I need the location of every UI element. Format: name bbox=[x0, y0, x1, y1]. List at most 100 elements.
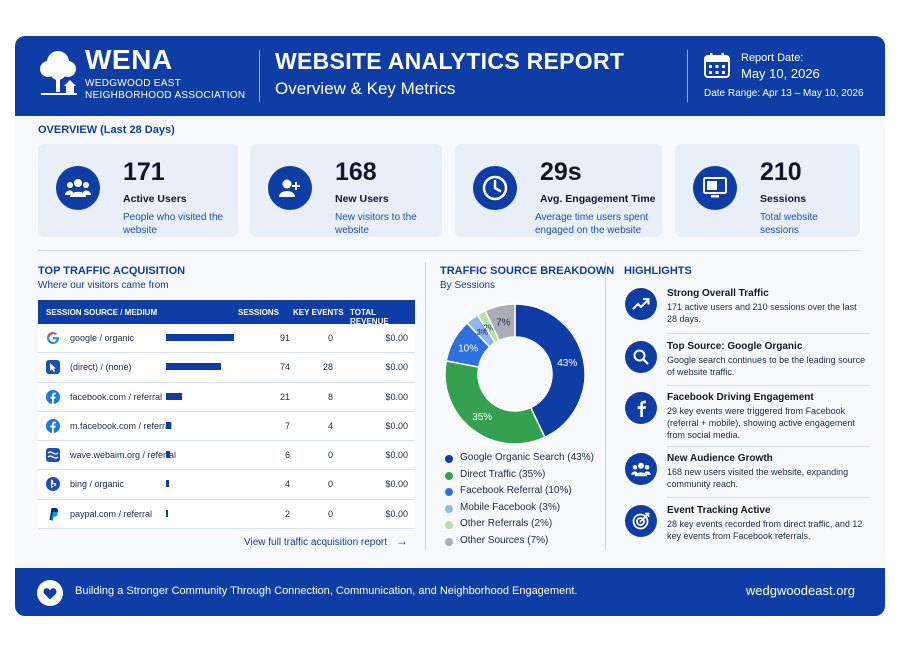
facebook-icon bbox=[46, 389, 60, 404]
date-range: Date Range: Apr 13 – May 10, 2026 bbox=[704, 88, 864, 99]
users-icon bbox=[56, 166, 100, 210]
sessions-value: 2 bbox=[284, 508, 290, 519]
column-header: KEY EVENTS bbox=[293, 308, 344, 317]
source-name: bing / organic bbox=[70, 479, 125, 490]
add-user-icon bbox=[268, 166, 312, 210]
sessions-value: 6 bbox=[284, 450, 290, 461]
sessions-bar bbox=[166, 451, 171, 459]
highlight-description: 168 new users visited the website, expan… bbox=[667, 467, 849, 489]
table-header: SESSION SOURCE / MEDIUM SESSIONS KEY EVE… bbox=[38, 300, 415, 326]
view-report-link-label: View full traffic acquisition report bbox=[244, 537, 388, 548]
source-name: wave.webaim.org / referral bbox=[70, 450, 177, 461]
highlight-description: Google search continues to be the leadin… bbox=[667, 355, 866, 377]
key-events-value: 0 bbox=[327, 333, 333, 343]
search-icon bbox=[625, 341, 657, 373]
paypal-icon bbox=[49, 507, 58, 521]
legend-item: Facebook Referral (10%) bbox=[445, 485, 594, 502]
legend-swatch bbox=[445, 521, 453, 529]
chart-legend: Google Organic Search (43%) Direct Traffi… bbox=[445, 452, 594, 551]
report-date: May 10, 2026 bbox=[741, 66, 820, 81]
highlight-divider bbox=[667, 333, 870, 334]
key-events-value: 0 bbox=[327, 450, 333, 461]
website-link[interactable]: wedgwoodeast.org bbox=[745, 583, 855, 598]
highlight-divider bbox=[667, 497, 870, 498]
legend-label: Other Referrals (2%) bbox=[460, 518, 553, 529]
users-icon bbox=[625, 453, 657, 485]
highlight-item: New Audience Growth 168 new users visite… bbox=[625, 453, 870, 493]
clock-icon bbox=[473, 166, 517, 210]
column-header: SESSION SOURCE / MEDIUM bbox=[46, 308, 158, 317]
metric-value: 171 bbox=[123, 158, 165, 186]
header-bar: WENA WEDGWOOD EAST NEIGHBORHOOD ASSOCIAT… bbox=[15, 36, 885, 116]
donut-slice bbox=[484, 303, 516, 342]
revenue-value: $0.00 bbox=[385, 391, 408, 402]
slice-label: 10% bbox=[458, 344, 478, 355]
cursor-icon bbox=[46, 360, 60, 375]
facebook-icon bbox=[46, 418, 60, 433]
highlight-item: Event Tracking Active 28 key events reco… bbox=[625, 505, 870, 545]
header-divider bbox=[687, 50, 688, 102]
brand-sub-line1: WEDGWOOD EAST bbox=[85, 78, 182, 89]
slice-label: 3% bbox=[476, 328, 488, 337]
sessions-bar bbox=[166, 509, 168, 517]
revenue-value: $0.00 bbox=[385, 479, 408, 490]
source-name: facebook.com / referral bbox=[70, 391, 163, 402]
key-events-value: 4 bbox=[327, 420, 333, 431]
table-row: (direct) / (none) 74 28 $0.00 bbox=[38, 353, 415, 383]
legend-item: Mobile Facebook (3%) bbox=[445, 502, 594, 519]
metric-description: People who visited the website bbox=[123, 212, 224, 236]
report-title: WEBSITE ANALYTICS REPORT bbox=[275, 48, 625, 74]
highlight-title: New Audience Growth bbox=[667, 453, 773, 464]
metric-label: Avg. Engagement Time bbox=[540, 193, 656, 205]
legend-item: Google Organic Search (43%) bbox=[445, 452, 594, 469]
slice-label: 35% bbox=[472, 412, 492, 423]
facebook-icon bbox=[625, 392, 657, 424]
sessions-value: 4 bbox=[284, 479, 290, 490]
sessions-value: 7 bbox=[284, 420, 290, 431]
donut-slice bbox=[514, 303, 586, 439]
section-divider bbox=[38, 250, 860, 251]
revenue-value: $0.00 bbox=[385, 420, 408, 431]
metric-value: 29s bbox=[540, 158, 582, 186]
column-divider bbox=[605, 262, 606, 550]
legend-item: Other Referrals (2%) bbox=[445, 518, 594, 535]
metric-card-new-users: 168 New Users New visitors to the websit… bbox=[250, 144, 442, 237]
sessions-value: 74 bbox=[279, 362, 290, 373]
sessions-bar bbox=[166, 421, 172, 429]
metric-value: 210 bbox=[760, 158, 802, 186]
footer-tagline: Building a Stronger Community Through Co… bbox=[75, 585, 578, 597]
revenue-value: $0.00 bbox=[385, 362, 408, 373]
revenue-value: $0.00 bbox=[385, 333, 408, 343]
column-header: TOTAL REVENUE bbox=[350, 308, 389, 326]
legend-swatch bbox=[445, 471, 453, 480]
view-full-report-link[interactable]: View full traffic acquisition report → bbox=[244, 534, 408, 548]
table-row: m.facebook.com / referral 7 4 $0.00 bbox=[38, 411, 415, 442]
slice-label: 2% bbox=[483, 324, 495, 333]
traffic-donut-chart: 43% 35% 10% 3%2% 7% bbox=[444, 303, 586, 445]
revenue-value: $0.00 bbox=[385, 450, 408, 461]
report-page: WENA WEDGWOOD EAST NEIGHBORHOOD ASSOCIAT… bbox=[15, 36, 885, 616]
source-name: m.facebook.com / referral bbox=[70, 420, 173, 431]
metric-value: 168 bbox=[335, 158, 377, 186]
breakdown-title: TRAFFIC SOURCE BREAKDOWN bbox=[440, 265, 615, 277]
legend-item: Direct Traffic (35%) bbox=[445, 469, 594, 486]
column-divider bbox=[425, 262, 426, 550]
arrow-right-icon: → bbox=[395, 534, 408, 548]
highlight-divider bbox=[667, 385, 870, 386]
brand-sub-line2: NEIGHBORHOOD ASSOCIATION bbox=[85, 90, 246, 101]
table-row: bing / organic 4 0 $0.00 bbox=[38, 470, 415, 500]
metric-description: New visitors to the website bbox=[335, 212, 417, 236]
donut-slice bbox=[444, 360, 546, 445]
bing-icon bbox=[46, 477, 60, 492]
monitor-icon bbox=[693, 166, 737, 210]
key-events-value: 8 bbox=[327, 391, 333, 402]
report-date-label: Report Date: bbox=[741, 52, 804, 64]
sessions-value: 91 bbox=[279, 333, 290, 343]
source-name: google / organic bbox=[70, 333, 135, 343]
legend-label: Facebook Referral (10%) bbox=[460, 485, 572, 496]
brand-name: WENA bbox=[85, 44, 173, 75]
highlight-item: Top Source: Google Organic Google search… bbox=[625, 341, 870, 381]
slice-label: 7% bbox=[496, 317, 511, 328]
table-row: facebook.com / referral 21 8 $0.00 bbox=[38, 382, 415, 412]
sessions-bar bbox=[166, 480, 169, 488]
